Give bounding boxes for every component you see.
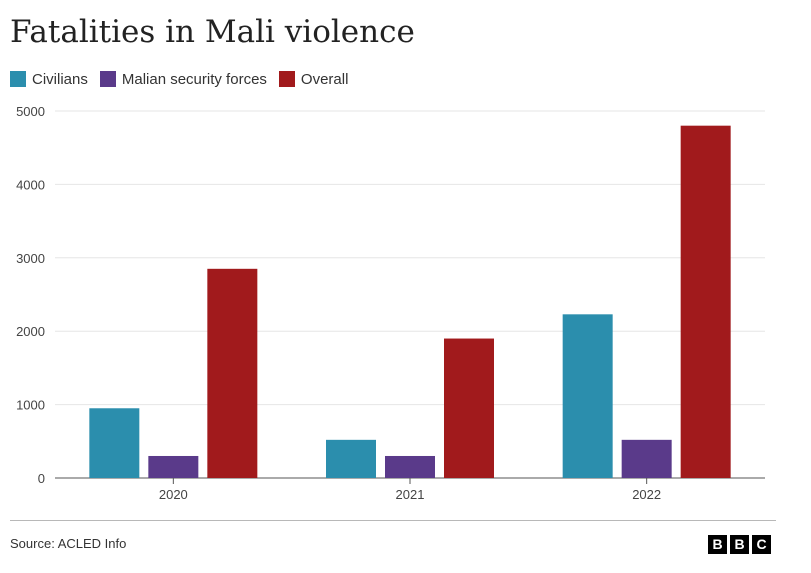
legend-item-civilians: Civilians bbox=[10, 71, 88, 88]
bar-malian-security-forces-2021 bbox=[385, 455, 435, 478]
legend-item-overall: Overall bbox=[278, 70, 349, 88]
bar-malian-security-forces-2020 bbox=[148, 455, 199, 478]
legend-swatch-overall bbox=[278, 71, 295, 87]
legend-label-civilians: Civilians bbox=[32, 70, 88, 88]
legend-label-overall: Overall bbox=[300, 70, 349, 88]
y-tick-label: 4000 bbox=[16, 177, 45, 192]
legend-swatch-malian-security-forces bbox=[99, 71, 116, 87]
bbc-logo-letter: B bbox=[730, 535, 749, 554]
footer-divider bbox=[10, 520, 776, 521]
chart-legend: Civilians Malian security forces Overall bbox=[10, 66, 348, 92]
legend-swatch-civilians bbox=[10, 71, 26, 87]
legend-label-malian-security-forces: Malian security forces bbox=[121, 70, 267, 88]
y-tick-label: 3000 bbox=[16, 251, 45, 266]
chart-title: Fatalities in Mali violence bbox=[10, 14, 415, 50]
x-tick-label: 2020 bbox=[159, 487, 188, 502]
bar-overall-2022 bbox=[680, 125, 731, 479]
bar-civilians-2020 bbox=[89, 408, 140, 478]
y-tick-label: 1000 bbox=[16, 398, 45, 413]
legend-item-malian-security-forces: Malian security forces bbox=[99, 70, 267, 88]
source-note: Source: ACLED Info bbox=[10, 536, 127, 551]
bar-civilians-2022 bbox=[562, 314, 613, 478]
y-tick-label: 2000 bbox=[16, 324, 45, 339]
bar-malian-security-forces-2022 bbox=[621, 439, 672, 478]
bar-overall-2020 bbox=[207, 268, 258, 478]
x-tick-label: 2022 bbox=[632, 487, 661, 502]
bbc-logo-letter: C bbox=[752, 535, 771, 554]
x-tick-label: 2021 bbox=[396, 487, 425, 502]
y-tick-label: 5000 bbox=[16, 104, 45, 119]
y-tick-label: 0 bbox=[38, 471, 45, 486]
bar-overall-2021 bbox=[444, 338, 494, 478]
bar-civilians-2021 bbox=[326, 439, 376, 478]
bbc-logo-letter: B bbox=[708, 535, 727, 554]
bbc-logo: B B C bbox=[708, 535, 771, 554]
